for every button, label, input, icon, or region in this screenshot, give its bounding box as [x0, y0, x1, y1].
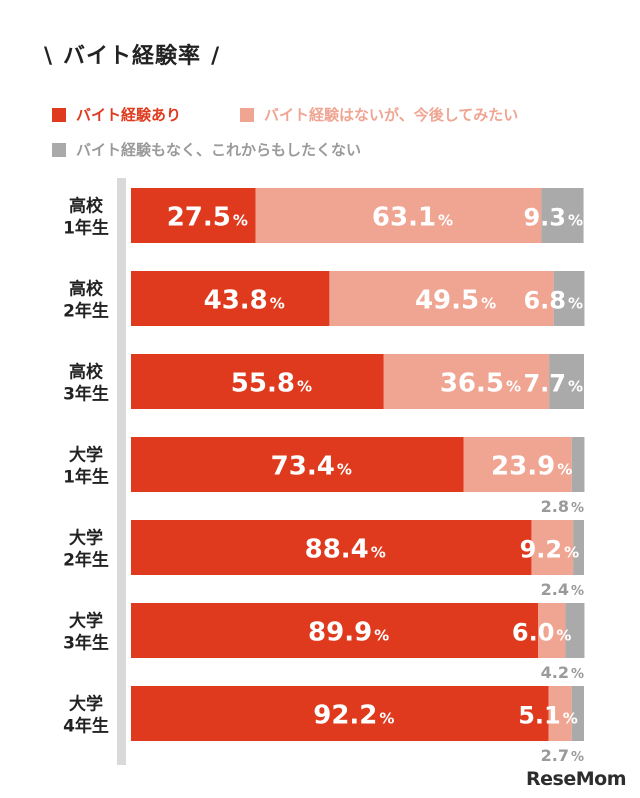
legend-swatch-want-to: [240, 108, 254, 122]
data-label: 6.8%: [523, 287, 583, 315]
data-label: 9.3%: [523, 204, 583, 232]
bar-segment: [463, 437, 572, 492]
legend-item-want-to: バイト経験はないが、今後してみたい: [240, 104, 518, 125]
bar-segment: [131, 354, 384, 409]
data-label: 5.1%: [518, 702, 578, 730]
legend-label-want-to: バイト経験はないが、今後してみたい: [264, 106, 519, 124]
category-label: 1年生: [63, 467, 109, 488]
bar-segment: [548, 686, 572, 741]
bar-segment: [131, 520, 532, 575]
bar-segment: [131, 188, 256, 243]
bar-segment: [329, 271, 554, 326]
data-label: 27.5%: [167, 203, 248, 233]
bar-segment: [131, 271, 330, 326]
data-label: 92.2%: [313, 701, 394, 731]
bar-segment: [383, 354, 550, 409]
data-label: 36.5%: [440, 369, 521, 399]
bar-segment: [131, 603, 539, 658]
category-label: 3年生: [63, 633, 109, 654]
legend-swatch-not-want: [52, 143, 66, 157]
category-label: 大学: [69, 611, 103, 632]
data-label: 88.4%: [305, 535, 386, 565]
data-label: 2.7%: [541, 746, 584, 765]
data-label: 89.9%: [308, 618, 389, 648]
category-label: 4年生: [63, 716, 109, 737]
data-label: 55.8%: [231, 369, 312, 399]
category-label: 高校: [69, 279, 104, 300]
legend-item-experienced: バイト経験あり: [52, 104, 181, 125]
bar-segment: [131, 437, 464, 492]
bar-segment: [255, 188, 542, 243]
data-label: 2.8%: [541, 497, 584, 516]
category-label: 1年生: [63, 218, 109, 239]
category-label: 3年生: [63, 384, 109, 405]
category-label: 高校: [69, 362, 104, 383]
data-label: 43.8%: [204, 286, 285, 316]
category-label: 2年生: [63, 550, 109, 571]
data-label: 9.2%: [520, 536, 580, 564]
legend-item-not-want: バイト経験もなく、これからもしたくない: [52, 139, 361, 160]
title-slash-left: \: [44, 44, 54, 69]
category-label: 2年生: [63, 301, 109, 322]
bar-segment: [549, 354, 584, 409]
data-label: 23.9%: [491, 452, 572, 482]
chart-title: \ バイト経験率 /: [34, 38, 230, 70]
bar-segment: [565, 603, 585, 658]
data-label: 2.4%: [541, 580, 584, 599]
legend-label-experienced: バイト経験あり: [76, 106, 182, 124]
data-label: 4.2%: [541, 663, 584, 682]
bar-segment: [571, 437, 585, 492]
data-label: 7.7%: [523, 370, 583, 398]
resemom-logo: ReseMom: [526, 768, 626, 790]
bar-segment: [573, 520, 584, 575]
category-label: 大学: [69, 445, 103, 466]
data-label: 6.0%: [512, 619, 572, 647]
bar-segment: [553, 271, 585, 326]
bar-segment: [571, 686, 584, 741]
title-slash-right: /: [211, 44, 221, 69]
title-text: バイト経験率: [63, 44, 202, 69]
legend-label-not-want: バイト経験もなく、これからもしたくない: [76, 141, 362, 159]
data-label: 63.1%: [372, 203, 453, 233]
legend-swatch-experienced: [52, 108, 66, 122]
category-label: 大学: [69, 694, 103, 715]
bar-segment: [531, 520, 574, 575]
axis-line: [117, 178, 126, 765]
category-label: 大学: [69, 528, 103, 549]
bar-segment: [541, 188, 584, 243]
bar-segment: [538, 603, 566, 658]
data-label: 73.4%: [271, 452, 352, 482]
category-label: 高校: [69, 196, 104, 217]
data-label: 49.5%: [415, 286, 496, 316]
bar-segment: [131, 686, 549, 741]
